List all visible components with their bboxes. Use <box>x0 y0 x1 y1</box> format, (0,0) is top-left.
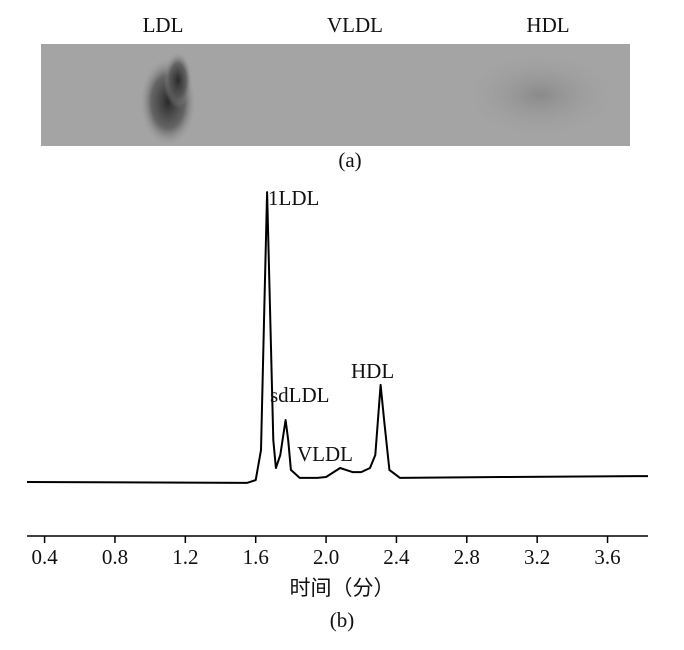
x-tick-label: 2.0 <box>313 545 339 569</box>
lane-label: LDL <box>143 13 184 37</box>
x-tick-label: 2.8 <box>454 545 480 569</box>
peak-label: HDL <box>351 359 394 383</box>
x-axis-label: 时间（分） <box>290 576 395 600</box>
peak-label: sdLDL <box>270 383 330 407</box>
x-tick-label: 2.4 <box>383 545 410 569</box>
x-tick-label: 3.6 <box>594 545 620 569</box>
trace <box>26 191 649 484</box>
ldl-band <box>164 52 192 108</box>
x-tick-label: 3.2 <box>524 545 550 569</box>
x-tick-label: 1.2 <box>172 545 198 569</box>
x-tick-label: 0.8 <box>102 545 128 569</box>
lane-label: VLDL <box>327 13 383 37</box>
x-tick-label: 0.4 <box>31 545 58 569</box>
x-tick-label: 1.6 <box>243 545 269 569</box>
caption: (a) <box>338 148 361 172</box>
peak-label: 1LDL <box>268 186 319 210</box>
hdl-band <box>460 50 620 140</box>
caption: (b) <box>330 608 355 632</box>
peak-label: VLDL <box>297 442 353 466</box>
lane-label: HDL <box>526 13 569 37</box>
